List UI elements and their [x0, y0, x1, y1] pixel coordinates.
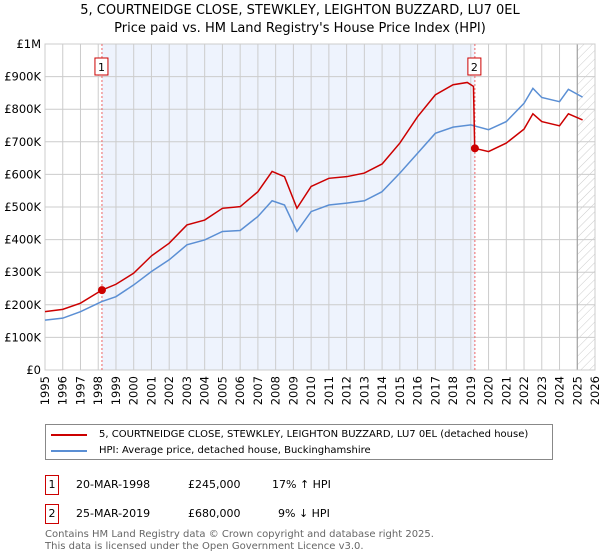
- footer-line1: Contains HM Land Registry data © Crown c…: [45, 529, 434, 540]
- sale-label: 1: [98, 61, 105, 74]
- x-tick-label: 2020: [482, 376, 496, 405]
- x-tick-label: 2017: [428, 376, 442, 405]
- y-tick-label: £0: [26, 363, 41, 377]
- x-tick-label: 2024: [553, 376, 567, 405]
- x-tick-label: 2016: [411, 376, 425, 405]
- x-tick-label: 2001: [144, 376, 158, 405]
- price-paid-line: [44, 81, 583, 313]
- x-tick-label: 2006: [233, 376, 247, 405]
- y-tick-label: £400K: [4, 233, 41, 247]
- x-tick-label: 1996: [56, 376, 70, 405]
- footer: Contains HM Land Registry data © Crown c…: [45, 529, 434, 553]
- y-tick-label: £200K: [4, 298, 41, 312]
- sale-point: [470, 144, 479, 153]
- x-tick-label: 2003: [180, 376, 194, 405]
- x-tick-label: 2022: [517, 376, 531, 405]
- x-tick-label: 2007: [251, 376, 265, 405]
- transaction-badge: 2: [45, 504, 59, 524]
- x-tick-label: 1997: [73, 376, 87, 405]
- transaction-hpi: 17% ↑ HPI: [272, 478, 331, 491]
- hpi-line: [44, 87, 583, 321]
- sale-label-box: [467, 57, 482, 76]
- x-tick-label: 2012: [340, 376, 354, 405]
- legend-red-label: 5, COURTNEIDGE CLOSE, STEWKLEY, LEIGHTON…: [99, 429, 529, 440]
- x-tick-label: 2010: [304, 376, 318, 405]
- chart-title-line1: 5, COURTNEIDGE CLOSE, STEWKLEY, LEIGHTON…: [80, 3, 520, 18]
- x-tick-label: 1998: [91, 376, 105, 405]
- transaction-row: 2 25-MAR-2019 £680,000 9% ↓ HPI: [45, 504, 445, 524]
- x-tick-label: 2025: [570, 376, 584, 405]
- x-tick-label: 2011: [322, 376, 336, 405]
- transaction-date: 25-MAR-2019: [76, 507, 151, 520]
- legend: 5, COURTNEIDGE CLOSE, STEWKLEY, LEIGHTON…: [45, 424, 553, 460]
- plot-border: [44, 43, 596, 371]
- y-tick-label: £800K: [4, 102, 41, 116]
- x-tick-label: 1995: [38, 376, 52, 405]
- transaction-price: £245,000: [188, 478, 241, 491]
- chart-title-line2: Price paid vs. HM Land Registry's House …: [114, 21, 486, 36]
- x-tick-label: 2005: [215, 376, 229, 405]
- y-tick-label: £500K: [4, 200, 41, 214]
- x-tick-label: 2000: [127, 376, 141, 405]
- transaction-hpi: 9% ↓ HPI: [278, 507, 330, 520]
- x-tick-label: 1999: [109, 376, 123, 405]
- transaction-date: 20-MAR-1998: [76, 478, 151, 491]
- x-tick-label: 2018: [446, 376, 460, 405]
- legend-blue-swatch: [51, 450, 87, 452]
- y-tick-label: £900K: [4, 70, 41, 84]
- x-tick-label: 2026: [588, 376, 600, 405]
- y-tick-label: £300K: [4, 265, 41, 279]
- price-chart: £0 £100K £200K £300K £400K £500K £600K £700K £80…: [4, 37, 600, 405]
- sale-label: 2: [471, 61, 478, 74]
- legend-red-swatch: [51, 434, 87, 436]
- sale-point: [97, 286, 106, 295]
- y-tick-label: £600K: [4, 167, 41, 181]
- sale-label-box: [94, 57, 109, 76]
- y-tick-label: £700K: [4, 135, 41, 149]
- x-tick-label: 2004: [198, 376, 212, 405]
- x-tick-label: 2002: [162, 376, 176, 405]
- x-tick-label: 2015: [393, 376, 407, 405]
- transaction-price: £680,000: [188, 507, 241, 520]
- transaction-badge: 1: [45, 475, 59, 495]
- x-tick-label: 2023: [535, 376, 549, 405]
- x-tick-label: 2009: [286, 376, 300, 405]
- y-tick-label: £100K: [4, 330, 41, 344]
- x-tick-label: 2008: [269, 376, 283, 405]
- x-tick-label: 2019: [464, 376, 478, 405]
- transaction-row: 1 20-MAR-1998 £245,000 17% ↑ HPI: [45, 475, 445, 495]
- x-tick-label: 2021: [499, 376, 513, 405]
- y-tick-label: £1M: [16, 37, 41, 51]
- footer-line2: This data is licensed under the Open Gov…: [45, 541, 364, 552]
- x-tick-label: 2013: [357, 376, 371, 405]
- legend-blue-label: HPI: Average price, detached house, Buck…: [99, 445, 371, 456]
- x-tick-label: 2014: [375, 376, 389, 405]
